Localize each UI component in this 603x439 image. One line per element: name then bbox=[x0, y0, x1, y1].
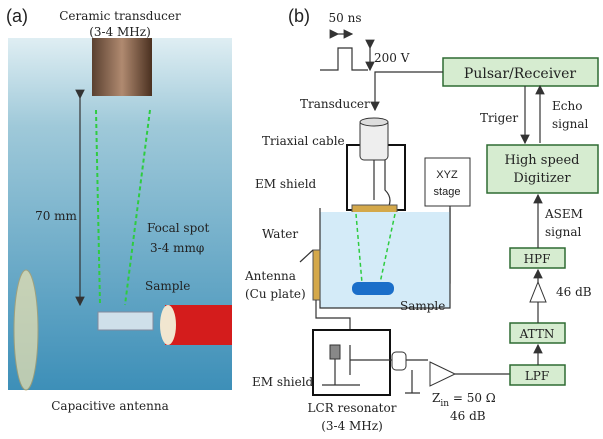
label: stage bbox=[434, 186, 461, 198]
label: Transducer bbox=[300, 97, 370, 111]
label: (3-4 MHz) bbox=[89, 25, 151, 39]
label: EM shield bbox=[255, 177, 317, 191]
label: 70 mm bbox=[35, 209, 77, 223]
panel-label: (b) bbox=[288, 6, 310, 26]
label: XYZ bbox=[436, 169, 458, 181]
label: Sample bbox=[400, 299, 445, 313]
label: signal bbox=[552, 117, 589, 131]
label: 50 ns bbox=[329, 11, 362, 25]
box-label: HPF bbox=[524, 252, 551, 266]
label: Echo bbox=[552, 99, 582, 113]
impedance: Zin = 50 Ω bbox=[432, 391, 496, 409]
label: 46 dB bbox=[556, 285, 592, 299]
label: Antenna bbox=[244, 269, 296, 283]
label: (3-4 MHz) bbox=[321, 419, 383, 433]
label: EM shield bbox=[252, 375, 314, 389]
label: Z bbox=[432, 391, 440, 405]
label: Sample bbox=[145, 279, 190, 293]
label: signal bbox=[545, 225, 582, 239]
label: 46 dB bbox=[450, 409, 486, 423]
label: Triaxial cable bbox=[262, 134, 345, 148]
box-label: LPF bbox=[525, 369, 549, 383]
label: 3-4 mmφ bbox=[150, 241, 204, 255]
label: LCR resonator bbox=[308, 401, 397, 415]
label: Focal spot bbox=[147, 221, 209, 235]
panel-label: (a) bbox=[6, 6, 28, 26]
box-label: High speed bbox=[504, 153, 579, 168]
label: = 50 Ω bbox=[449, 391, 496, 405]
label: ASEM bbox=[544, 207, 583, 221]
label: 200 V bbox=[374, 51, 410, 65]
label: Capacitive antenna bbox=[51, 399, 169, 413]
label: Ceramic transducer bbox=[59, 9, 181, 23]
box-label: ATTN bbox=[519, 327, 555, 341]
label: Triger bbox=[480, 111, 518, 125]
figure: (a) Ceramic transducer (3-4 MHz) 70 mm F… bbox=[0, 0, 603, 439]
box-label: Digitizer bbox=[513, 171, 571, 186]
label: in bbox=[440, 399, 449, 409]
box-label: Pulsar/Receiver bbox=[464, 66, 576, 82]
label: (Cu plate) bbox=[245, 287, 306, 301]
label: Water bbox=[262, 227, 298, 241]
